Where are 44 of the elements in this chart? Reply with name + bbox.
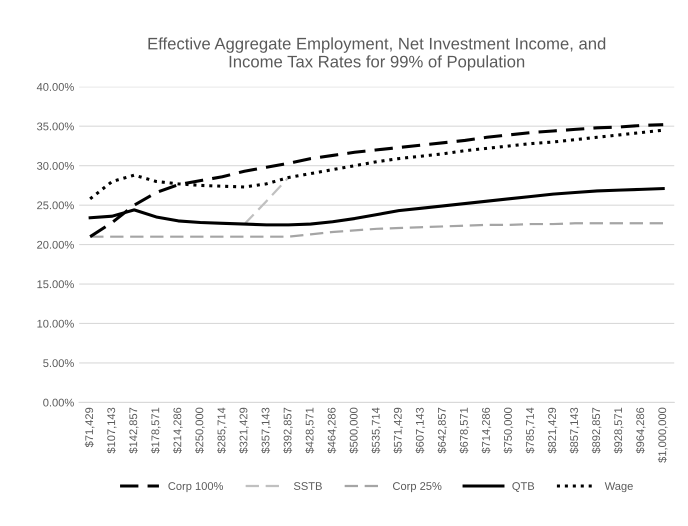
legend-label: Wage [604, 482, 633, 492]
x-tick-label: $964,286 [636, 408, 646, 454]
y-tick-label: 25.00% [37, 201, 74, 210]
y-tick-label: 10.00% [37, 320, 74, 328]
x-tick-label: $500,000 [349, 408, 359, 454]
x-tick-label: $928,571 [614, 408, 624, 454]
x-tick-label: $750,000 [504, 408, 514, 454]
x-tick-label: $285,714 [217, 408, 227, 454]
x-tick-label: $785,714 [526, 408, 536, 454]
x-tick-label: $142,857 [128, 408, 139, 454]
legend-label: Corp 25% [393, 482, 442, 492]
x-tick-label: $464,286 [327, 408, 337, 454]
line-series [88, 123, 665, 238]
x-tick-label: $428,571 [305, 408, 315, 454]
x-tick-label: $857,143 [570, 408, 580, 454]
x-tick-label: $214,286 [172, 408, 183, 454]
x-tick-label: $392,857 [283, 408, 293, 454]
x-tick-label: $107,143 [106, 408, 116, 454]
x-tick-label: $178,571 [150, 408, 161, 454]
x-tick-label: $821,429 [548, 408, 558, 454]
legend-label: Corp 100% [168, 482, 224, 492]
chart-title: Effective Aggregate Employment, Net Investment Income, and Income Tax Rates for 99% of Population [148, 37, 606, 71]
y-tick-label: 20.00% [37, 240, 74, 249]
x-tick-label: $642,857 [437, 408, 448, 454]
x-tick-label: $535,714 [371, 408, 381, 454]
y-tick-label: 5.00% [43, 359, 74, 368]
x-tick-label: $357,143 [261, 408, 271, 454]
x-tick-label: $714,286 [482, 408, 492, 454]
y-tick-label: 30.00% [37, 162, 74, 170]
x-tick-label: $71,429 [84, 408, 94, 448]
x-tick-label: $678,571 [459, 408, 470, 454]
legend-label: QTB [512, 482, 534, 492]
legend-label: SSTB [294, 482, 322, 490]
x-tick-label: $571,429 [393, 408, 404, 454]
x-tick-label: $321,429 [239, 408, 249, 454]
y-tick-label: 40.00% [36, 83, 74, 91]
x-tick-label: $1,000,000 [658, 408, 668, 463]
y-tick-label: 15.00% [37, 280, 74, 288]
y-tick-label: 35.00% [37, 122, 74, 130]
x-tick-label: $607,143 [415, 408, 426, 454]
line-series [89, 222, 664, 238]
x-tick-label: $892,857 [592, 408, 602, 454]
y-tick-label: 0.00% [43, 398, 74, 407]
x-tick-label: $250,000 [194, 408, 205, 454]
